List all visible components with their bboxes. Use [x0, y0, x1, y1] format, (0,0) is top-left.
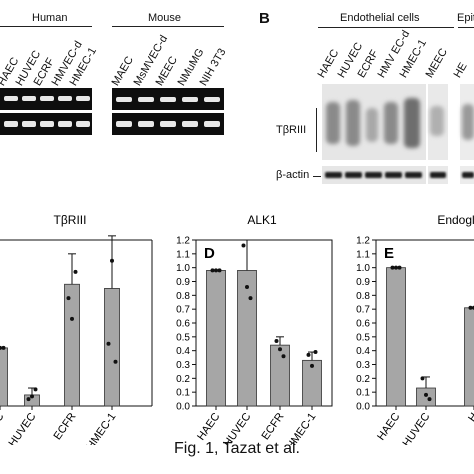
y-tick-label: 0.2 [356, 374, 370, 385]
data-point [306, 352, 311, 357]
group-line-mouse [112, 26, 224, 27]
chart-c: TβRIII HAEC HUVEC ECFR HMEC-1 [0, 213, 153, 445]
chart-d: ALK1 D 0.0 0.1 0.2 0.3 0.4 0.5 0.6 0.7 0.8 0.9 1.0… [176, 213, 333, 445]
bar [270, 344, 290, 407]
row-tick-actin [313, 176, 321, 177]
data-point [217, 268, 222, 273]
y-tick-label: 0.1 [176, 388, 190, 399]
chart-e: Endogl E 0.0 0.1 0.2 0.3 0.4 0.5 0.6 0.7 0.8 0.9 1… [356, 213, 474, 445]
chart-title: Endogl [437, 213, 474, 227]
data-point [1, 345, 6, 350]
y-tick-label: 0.1 [356, 388, 370, 399]
y-tick-label: 0.2 [176, 374, 190, 385]
data-point [0, 345, 2, 350]
figure-caption: Fig. 1, Tazat et al. [174, 440, 300, 457]
data-point [468, 305, 473, 310]
y-tick-label: 0.9 [176, 277, 190, 288]
lane-label: HE [451, 60, 470, 80]
data-point [394, 265, 398, 270]
group-line-epithelial [458, 27, 474, 28]
bar [237, 270, 257, 407]
lane-label: MEEC [423, 46, 450, 80]
bar [386, 267, 406, 407]
y-tick-label: 0.0 [176, 402, 190, 413]
data-point [214, 268, 218, 273]
x-tick-label: HAEC [195, 411, 222, 443]
y-tick-label: 1.2 [176, 236, 190, 247]
chart-title: ALK1 [247, 213, 277, 227]
group-label-endothelial: Endothelial cells [340, 12, 420, 24]
y-tick-label: 0.0 [356, 402, 370, 413]
bar [64, 283, 80, 407]
data-point [26, 397, 31, 402]
data-point [110, 258, 114, 263]
lane-label: MAEC [109, 54, 136, 88]
chart-title: TβRIII [54, 213, 87, 227]
data-point [424, 392, 428, 397]
group-line-endothelial [318, 27, 454, 28]
panel-letter-e: E [384, 245, 394, 262]
y-tick-label: 0.7 [356, 305, 370, 316]
data-point [66, 296, 71, 301]
bar [464, 307, 474, 407]
group-label-mouse: Mouse [148, 12, 182, 24]
y-tick-label: 1.1 [176, 249, 190, 260]
data-point [73, 269, 78, 274]
y-tick-label: 0.6 [356, 319, 370, 330]
data-point [245, 285, 249, 290]
y-tick-label: 0.9 [356, 277, 370, 288]
bar [0, 347, 8, 407]
x-tick-label: HAEC [375, 411, 402, 443]
row-label-tbriii: TβRIII [276, 124, 307, 136]
panel-letter-b: B [259, 10, 270, 27]
y-tick-label: 1.0 [176, 263, 190, 274]
y-tick-label: 0.5 [176, 332, 190, 343]
data-point [281, 354, 286, 359]
x-tick-label: HAEC [0, 411, 6, 443]
bar [416, 387, 436, 407]
data-point [313, 350, 318, 355]
gel-image [0, 88, 224, 135]
data-point [33, 387, 38, 392]
x-tick-label: ECFR [51, 411, 78, 442]
bar [206, 270, 226, 407]
data-point [30, 394, 34, 399]
y-tick-label: 0.8 [356, 291, 370, 302]
panel-letter-d: D [204, 245, 215, 262]
data-point [106, 341, 111, 346]
data-point [310, 363, 314, 368]
group-label-epithelial: Epit [457, 12, 474, 24]
y-tick-label: 0.6 [176, 319, 190, 330]
data-point [427, 397, 432, 402]
data-point [210, 268, 215, 273]
data-point [70, 316, 74, 321]
data-point [278, 347, 282, 352]
data-point [397, 265, 402, 270]
y-tick-label: 0.3 [176, 360, 190, 371]
y-tick-label: 0.4 [176, 346, 190, 357]
y-tick-label: 0.8 [176, 291, 190, 302]
data-point [113, 359, 118, 364]
group-line-human [0, 26, 92, 27]
x-tick-label: ECFR [259, 411, 286, 442]
data-point [390, 265, 395, 270]
y-tick-label: 0.5 [356, 332, 370, 343]
y-tick-label: 1.1 [356, 249, 370, 260]
bar [104, 288, 120, 407]
y-tick-label: 0.3 [356, 360, 370, 371]
row-label-actin: β-actin [276, 169, 310, 181]
x-tick-label: H [466, 411, 474, 424]
blot-image [322, 84, 474, 184]
data-point [241, 243, 246, 248]
row-bracket-tbriii [316, 108, 317, 152]
y-tick-label: 1.2 [356, 236, 370, 247]
data-point [274, 338, 279, 343]
y-tick-label: 0.7 [176, 305, 190, 316]
y-tick-label: 1.0 [356, 263, 370, 274]
group-label-human: Human [32, 12, 68, 24]
data-point [248, 296, 253, 301]
y-tick-label: 0.4 [356, 346, 370, 357]
data-point [420, 376, 425, 381]
